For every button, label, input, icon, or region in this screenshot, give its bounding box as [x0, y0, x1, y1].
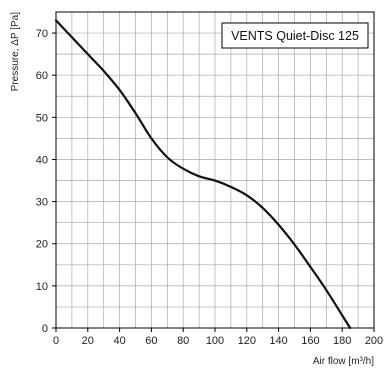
x-tick-label: 0: [53, 335, 59, 347]
legend-label: VENTS Quiet-Disc 125: [231, 29, 359, 43]
y-tick-label: 40: [36, 154, 48, 166]
x-tick-label: 120: [238, 335, 256, 347]
legend-box: [221, 22, 369, 49]
x-tick-label: 180: [333, 335, 351, 347]
y-tick-label: 30: [36, 197, 48, 209]
y-axis-label: Pressure, ΔP [Pa]: [10, 12, 21, 92]
x-tick-label: 20: [82, 335, 94, 347]
y-tick-label: 50: [36, 112, 48, 124]
y-tick-label: 10: [36, 281, 48, 293]
x-tick-label: 160: [301, 335, 319, 347]
x-tick-label: 200: [365, 335, 383, 347]
x-tick-label: 80: [177, 335, 189, 347]
series-line: [54, 19, 352, 330]
legend: VENTS Quiet-Disc 125: [221, 22, 369, 49]
x-tick-label: 40: [113, 335, 125, 347]
y-axis-ticks: 0 10 20 30 40 50 60 70: [36, 28, 56, 335]
series-layer: [54, 19, 352, 330]
y-tick-label: 60: [36, 70, 48, 82]
x-axis-ticks: 0 20 40 60 80 100 120 140 160 180 200: [53, 328, 383, 347]
y-tick-label: 70: [36, 28, 48, 40]
x-tick-label: 140: [269, 335, 287, 347]
grid: [55, 11, 375, 329]
x-tick-label: 100: [206, 335, 224, 347]
x-tick-label: 60: [145, 335, 157, 347]
x-axis-label: Air flow [m³/h]: [313, 356, 374, 367]
y-tick-label: 20: [36, 239, 48, 251]
y-tick-label: 0: [42, 323, 48, 335]
